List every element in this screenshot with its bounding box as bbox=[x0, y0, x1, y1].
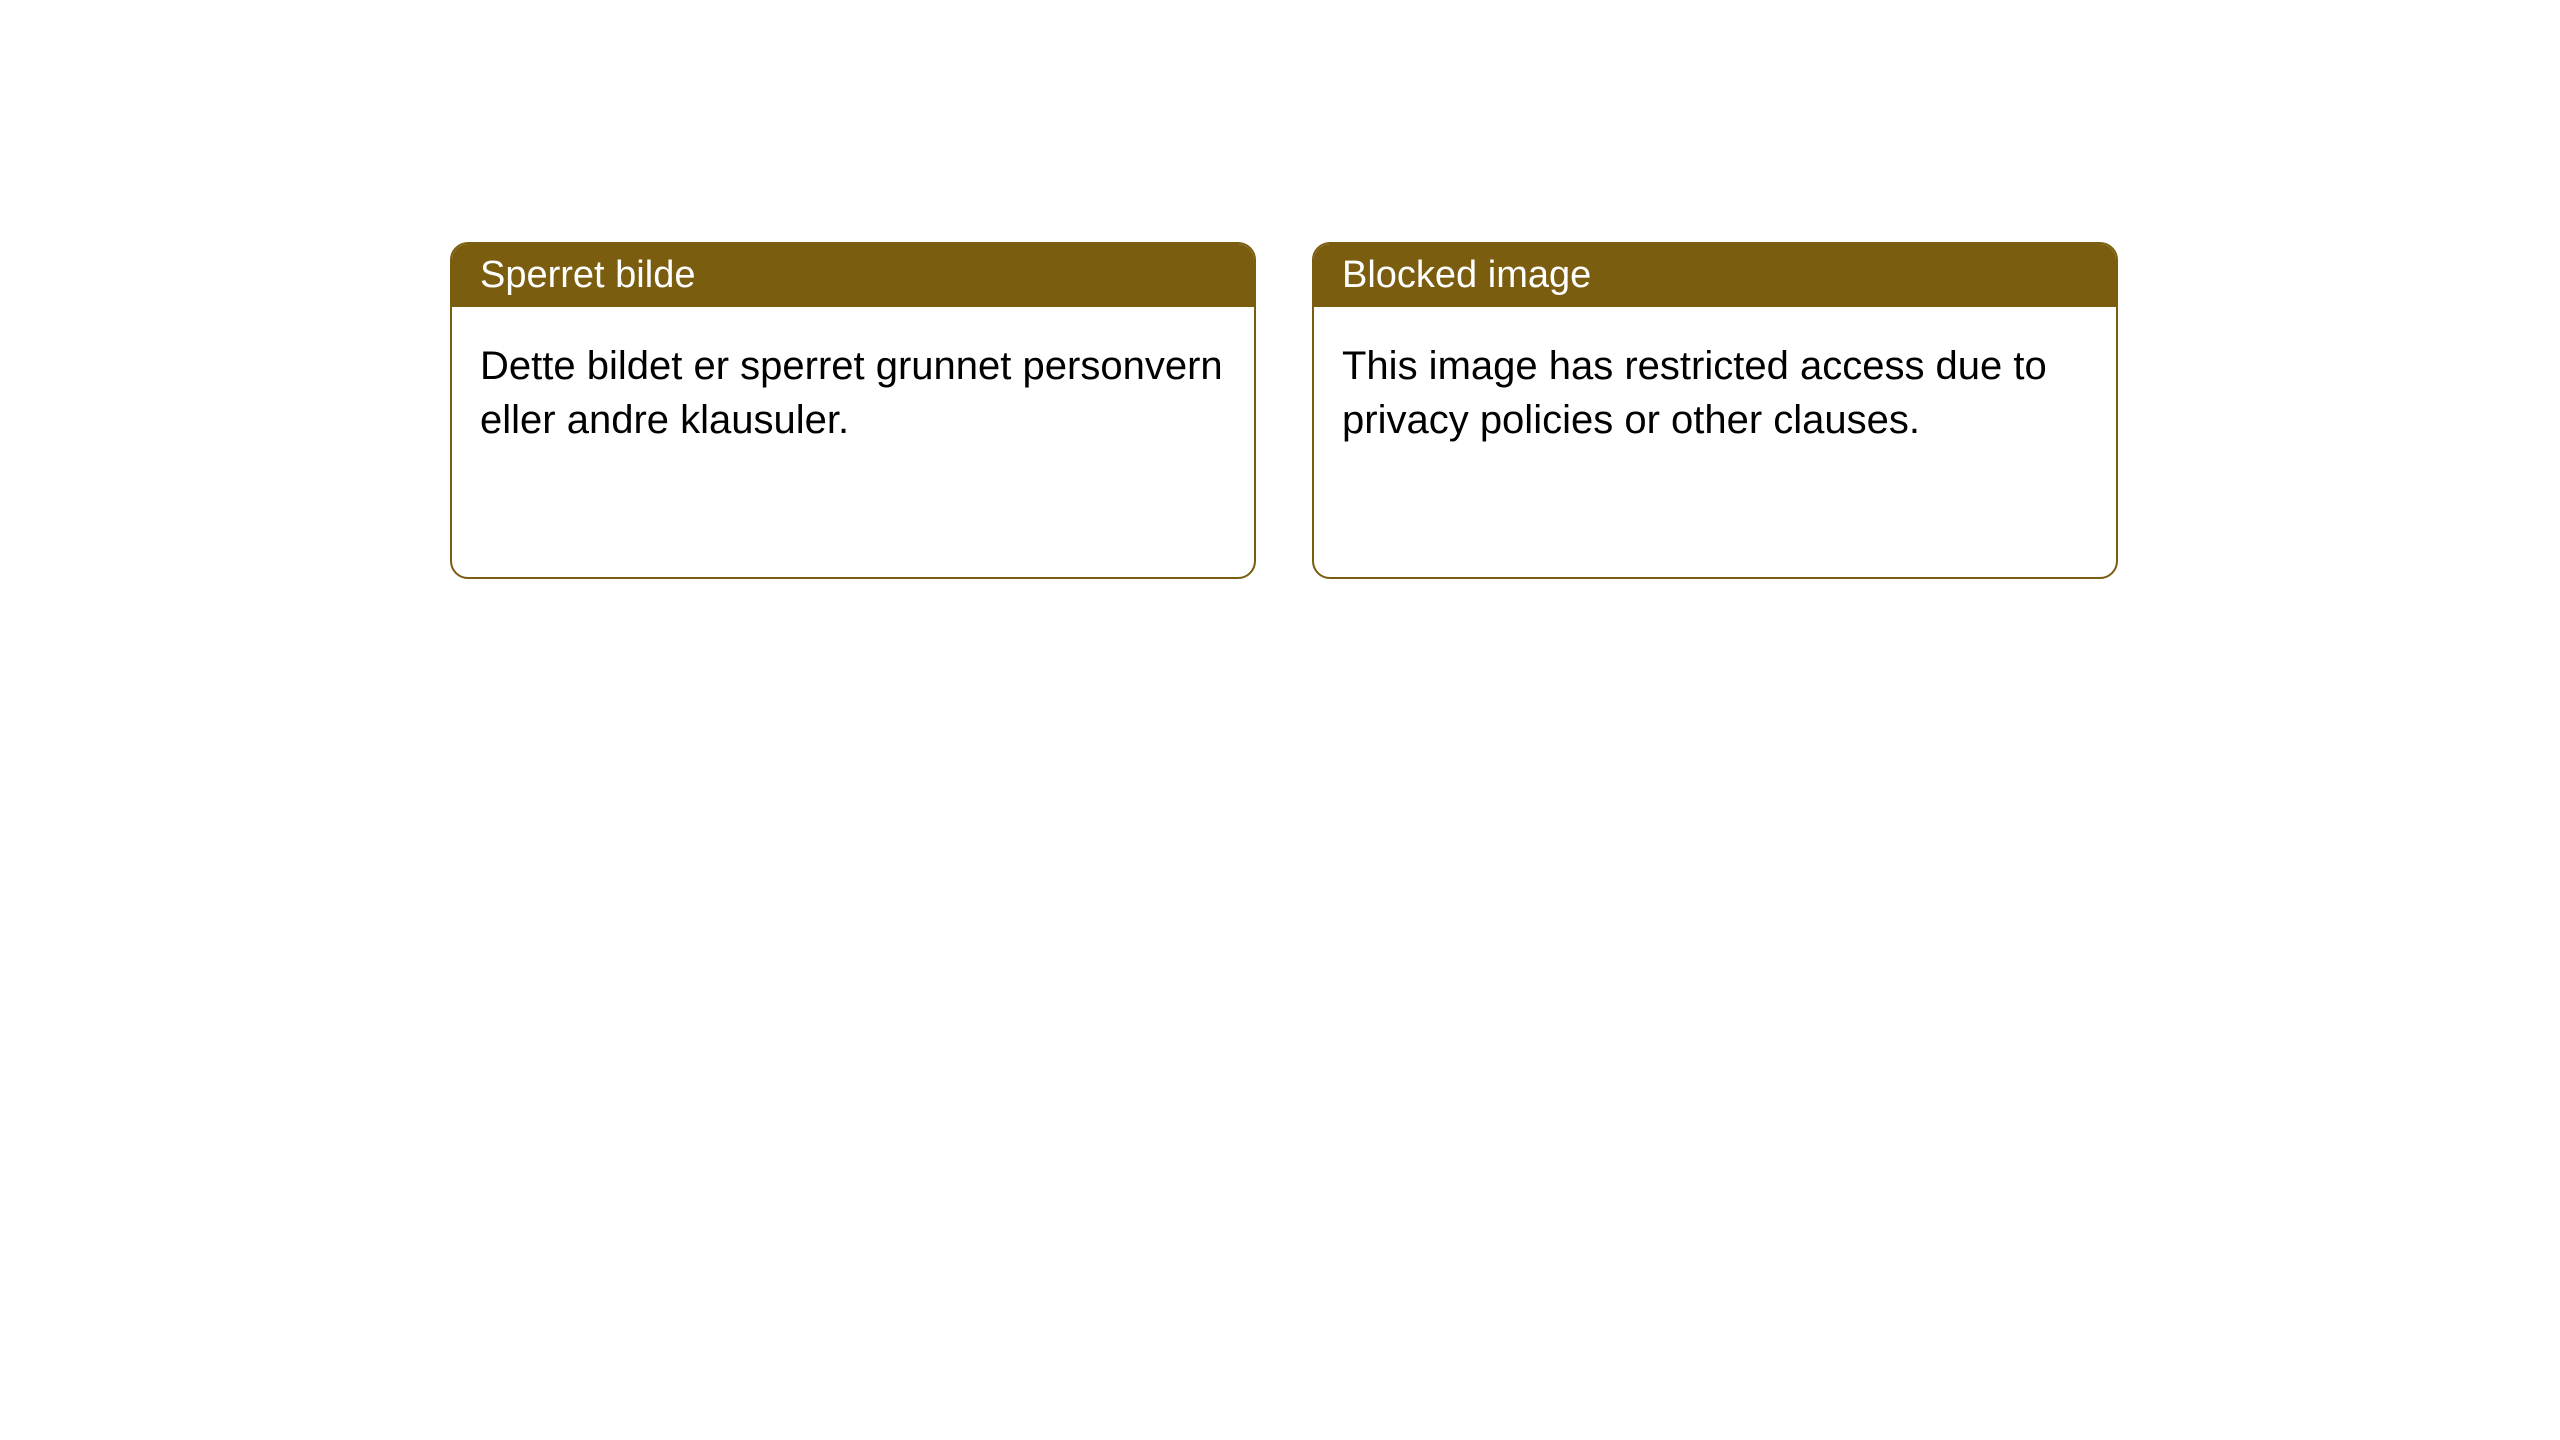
card-body-text: Dette bildet er sperret grunnet personve… bbox=[480, 344, 1223, 442]
card-title: Blocked image bbox=[1342, 254, 1591, 296]
notice-cards-container: Sperret bilde Dette bildet er sperret gr… bbox=[450, 242, 2118, 579]
card-body: Dette bildet er sperret grunnet personve… bbox=[452, 307, 1254, 577]
notice-card-norwegian: Sperret bilde Dette bildet er sperret gr… bbox=[450, 242, 1256, 579]
card-title: Sperret bilde bbox=[480, 254, 695, 296]
card-header: Blocked image bbox=[1314, 244, 2116, 307]
card-body: This image has restricted access due to … bbox=[1314, 307, 2116, 577]
notice-card-english: Blocked image This image has restricted … bbox=[1312, 242, 2118, 579]
card-body-text: This image has restricted access due to … bbox=[1342, 344, 2047, 442]
card-header: Sperret bilde bbox=[452, 244, 1254, 307]
